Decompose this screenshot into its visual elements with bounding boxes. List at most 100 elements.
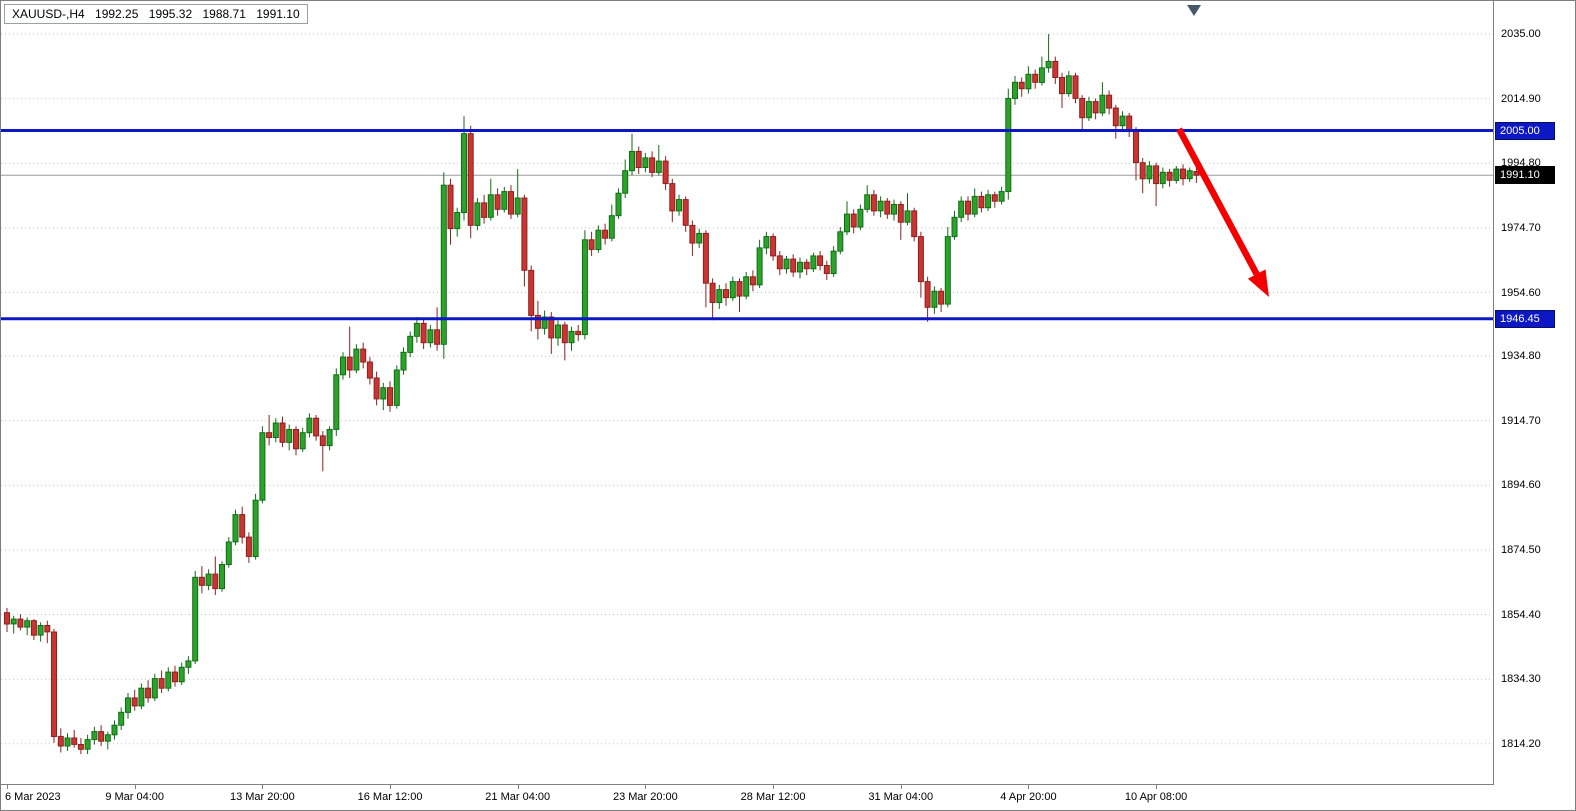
trend-arrow-shaft[interactable] xyxy=(1176,127,1260,276)
candle-body xyxy=(340,356,346,376)
candle-body xyxy=(622,170,629,194)
candle-body xyxy=(595,229,602,250)
candle-body xyxy=(4,612,10,625)
chart-shift-marker-icon[interactable] xyxy=(1187,5,1201,16)
candle-body xyxy=(830,250,837,275)
ohlc-high-value: 1995.32 xyxy=(148,7,193,21)
candle-body xyxy=(951,216,958,238)
candle-body xyxy=(528,269,535,316)
candle-body xyxy=(756,247,763,286)
price-axis-label: 1874.50 xyxy=(1501,544,1541,556)
candle-body xyxy=(145,687,152,699)
candle-body xyxy=(1012,81,1018,99)
candle-body xyxy=(978,195,985,209)
candle-body xyxy=(696,232,703,244)
candle-body xyxy=(904,210,911,223)
candle-body xyxy=(917,236,924,283)
chart-plot-area[interactable]: XAUUSD-,H4 1992.25 1995.32 1988.71 1991.… xyxy=(1,1,1494,785)
candle-body xyxy=(494,194,501,210)
price-level-badge: 1946.45 xyxy=(1495,309,1555,328)
candle-body xyxy=(891,204,897,215)
candle-body xyxy=(1005,97,1012,193)
candle-body xyxy=(958,200,965,218)
candle-body xyxy=(118,711,125,726)
candle-body xyxy=(844,213,850,233)
candle-body xyxy=(534,314,541,329)
candle-body xyxy=(548,316,555,339)
ohlc-close-value: 1991.10 xyxy=(256,7,300,21)
time-axis-tick xyxy=(645,785,647,789)
time-axis-tick xyxy=(900,785,902,789)
trend-arrow-head[interactable] xyxy=(1247,269,1269,297)
candle-body xyxy=(138,687,145,707)
price-axis-label: 2014.90 xyxy=(1501,92,1541,105)
candle-body xyxy=(776,255,783,270)
candle-body xyxy=(24,620,31,628)
price-axis[interactable]: 2035.00 2014.90 1994.80 1974.70 1954.60 1934.… xyxy=(1494,1,1575,784)
candle-body xyxy=(192,576,199,662)
candle-body xyxy=(501,191,508,210)
candle-body xyxy=(252,499,259,558)
candle-body xyxy=(407,335,414,353)
candle-body xyxy=(1045,60,1052,69)
candle-body xyxy=(71,737,78,745)
price-axis-label: 1814.20 xyxy=(1501,737,1541,750)
candle-body xyxy=(461,133,467,213)
candle-body xyxy=(817,255,824,266)
candle-body xyxy=(1159,171,1166,185)
candle-body xyxy=(555,324,561,339)
candle-body xyxy=(104,734,111,742)
time-axis-tick xyxy=(517,785,519,789)
candle-body xyxy=(319,435,326,446)
candle-body xyxy=(1092,101,1099,114)
candle-body xyxy=(998,191,1005,202)
candle-body xyxy=(629,150,635,172)
candle-body xyxy=(481,202,488,218)
candle-body xyxy=(306,417,313,434)
candle-body xyxy=(111,724,118,736)
candle-body xyxy=(198,576,205,586)
candle-body xyxy=(837,231,844,252)
candle-body xyxy=(790,258,797,273)
price-axis-label: 1974.70 xyxy=(1501,221,1541,234)
candle-body xyxy=(413,322,420,337)
candle-body xyxy=(897,204,904,223)
candle-body xyxy=(716,289,723,304)
time-axis[interactable]: 6 Mar 2023 9 Mar 04:00 13 Mar 20:00 16 Mar … xyxy=(1,785,1494,810)
candle-body xyxy=(702,232,709,284)
candle-body xyxy=(1146,165,1153,180)
candle-body xyxy=(44,625,51,633)
candle-body xyxy=(158,678,165,689)
candle-body xyxy=(225,541,232,565)
candle-body xyxy=(709,282,716,304)
candle-body xyxy=(57,735,64,747)
candle-body xyxy=(1072,75,1079,99)
current-price-badge: 1991.10 xyxy=(1495,166,1555,185)
candle-body xyxy=(51,631,57,737)
candle-body xyxy=(266,432,273,439)
time-axis-tick xyxy=(773,785,775,789)
time-axis-tick xyxy=(134,785,136,789)
time-axis-tick xyxy=(262,785,264,789)
candle-body xyxy=(642,157,649,168)
candle-body xyxy=(286,429,293,443)
candle-body xyxy=(770,236,777,257)
candle-body xyxy=(823,265,830,274)
ohlc-low-value: 1988.71 xyxy=(202,7,246,21)
price-axis-label: 1934.80 xyxy=(1501,350,1541,363)
candle-body xyxy=(151,678,158,699)
candle-body xyxy=(1112,107,1119,127)
candle-body xyxy=(521,197,528,271)
candle-body xyxy=(662,160,669,185)
candle-body xyxy=(1106,94,1113,109)
candle-body xyxy=(474,202,481,226)
time-axis-label: 16 Mar 12:00 xyxy=(357,791,423,803)
candle-body xyxy=(1180,168,1186,180)
candle-body xyxy=(877,200,884,212)
candle-body xyxy=(669,183,676,212)
candle-body xyxy=(514,197,521,215)
candle-body xyxy=(857,208,864,228)
time-axis-label: 6 Mar 2023 xyxy=(5,791,61,803)
time-axis-label: 9 Mar 04:00 xyxy=(105,791,165,803)
